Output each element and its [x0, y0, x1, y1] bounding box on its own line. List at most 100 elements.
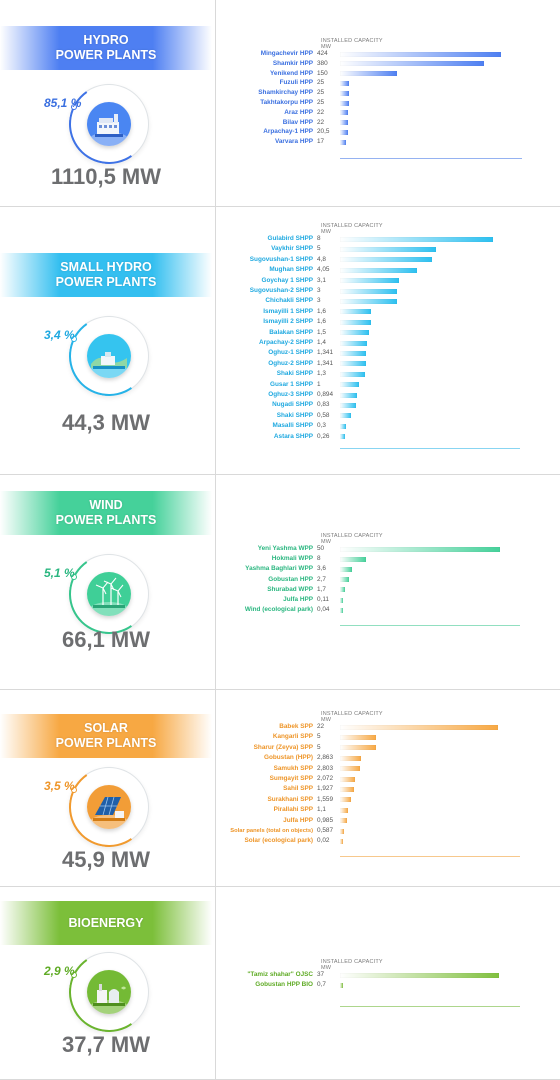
hydro-value-label: 380 [317, 59, 328, 67]
small-hydro-value-label: 4,05 [317, 266, 330, 274]
solar-bar [340, 776, 355, 782]
wind-banner: WIND POWER PLANTS [0, 491, 212, 535]
hydro-category-label: Araz HPP [284, 108, 313, 116]
small-hydro-value-label: 0,58 [317, 411, 330, 419]
small-hydro-total-capacity: 44,3 MW [61, 410, 151, 435]
small-hydro-bar [340, 330, 369, 336]
small-hydro-ring-dot [71, 336, 77, 342]
small-hydro-bar [340, 382, 360, 388]
small-hydro-chart-row: Oghuz-2 SHPP 1,341 [216, 360, 556, 368]
small-hydro-category-label: Chichakli SHPP [265, 297, 313, 305]
small-hydro-value-label: 3,1 [317, 276, 326, 284]
small-hydro-value-label: 1,341 [317, 349, 333, 357]
small-hydro-category-label: Oghuz-3 SHPP [268, 391, 313, 398]
hydro-chart-row: Shamkirchay HPP 25 [216, 89, 556, 97]
small-hydro-category-label: Sugovushan-2 SHPP [249, 287, 313, 294]
solar-bar [340, 838, 343, 844]
solar-bar [340, 807, 348, 813]
wind-category-label: Yeni Yashma WPP [257, 545, 313, 552]
bioenergy-chart-row: "Tamiz shahar" OJSC 37 [216, 971, 556, 979]
hydro-category-label: Varvara HPP [274, 138, 313, 146]
hydro-value-label: 22 [317, 108, 325, 116]
section-small-hydro: SMALL HYDRO POWER PLANTS 3,4 % 44,3 MW INSTA… [0, 207, 560, 475]
wind-chart: INSTALLED CAPACITY MW Yeni Yashma WPP 50 Hok… [216, 533, 556, 690]
small-hydro-banner-line: POWER PLANTS [55, 275, 157, 289]
small-hydro-category-label: Gulabird SHPP [267, 235, 313, 242]
small-hydro-category-label: Masalli SHPP [272, 422, 314, 430]
small-hydro-value-label: 1,5 [317, 328, 326, 336]
small-hydro-category-label: Mughan SHPP [269, 266, 313, 274]
wind-value-label: 8 [317, 555, 321, 563]
hydro-chart: INSTALLED CAPACITY MW Mingachevir HPP 424 Sh… [216, 38, 556, 207]
hydro-bar [340, 51, 501, 57]
wind-chart-title: INSTALLED CAPACITY [321, 533, 383, 539]
small-hydro-value-label: 1,3 [317, 370, 326, 378]
solar-total-capacity: 45,9 MW [61, 847, 151, 872]
solar-bar [340, 797, 352, 803]
hydro-category-label: Shamkirchay HPP [258, 89, 313, 97]
wind-total-capacity: 66,1 MW [61, 627, 151, 652]
solar-bar [340, 755, 361, 761]
hydro-total-capacity: 1110,5 MW [50, 164, 162, 189]
small-hydro-value-label: 1 [317, 380, 321, 388]
small-hydro-plant-icon [87, 334, 131, 378]
solar-chart-unit: MW [321, 717, 332, 723]
hydro-banner: HYDRO POWER PLANTS [0, 26, 212, 70]
solar-category-label: Kangarli SPP [272, 733, 313, 741]
solar-chart-row: Pirallahi SPP 1,1 [216, 806, 556, 814]
bioenergy-plant-icon [87, 970, 131, 1014]
solar-category-label: Solar (ecological park) [244, 837, 313, 845]
hydro-chart-row: Takhtakorpu HPP 25 [216, 99, 556, 107]
section-hydro: HYDRO POWER PLANTS 85,1 % 1110,5 MW INSTALLE… [0, 0, 560, 207]
solar-panel-icon [87, 785, 131, 829]
small-hydro-bar [340, 350, 366, 356]
small-hydro-chart-row: Ismayilli 1 SHPP 1,6 [216, 308, 556, 316]
small-hydro-chart-row: Mughan SHPP 4,05 [216, 266, 556, 274]
hydro-category-label: Bilav HPP [282, 118, 313, 126]
hydro-value-label: 25 [317, 79, 325, 87]
small-hydro-bar [340, 340, 367, 346]
hydro-ring-dot [71, 104, 77, 110]
small-hydro-chart-row: Oghuz-3 SHPP 0,894 [216, 391, 556, 399]
hydro-value-label: 17 [317, 138, 325, 146]
hydro-bar [340, 61, 484, 67]
section-wind: WIND POWER PLANTS 5,1 % 66,1 MW INSTALLED CA… [0, 475, 560, 690]
wind-category-label: Yashma Baghlari WPP [245, 565, 313, 573]
solar-chart-row: Solar (ecological park) 0,02 [216, 837, 556, 845]
solar-chart-row: Solar panels (total on objects) 0,587 [216, 827, 556, 835]
solar-value-label: 5 [317, 743, 321, 751]
solar-percent: 3,5 % [44, 779, 75, 793]
small-hydro-chart-unit: MW [321, 229, 332, 235]
solar-chart-row: Sahil SPP 1,927 [216, 785, 556, 793]
small-hydro-percent: 3,4 % [44, 328, 75, 342]
wind-value-label: 50 [317, 545, 325, 552]
solar-value-label: 0,985 [317, 816, 333, 824]
wind-chart-row: Yashma Baghlari WPP 3,6 [216, 565, 556, 573]
small-hydro-chart-row: Gusar 1 SHPP 1 [216, 381, 556, 389]
solar-chart-row: Babek SPP 22 [216, 723, 556, 731]
bioenergy-percent: 2,9 % [44, 964, 75, 978]
small-hydro-value-label: 0,894 [317, 391, 333, 398]
small-hydro-chart-row: Gulabird SHPP 8 [216, 235, 556, 243]
hydro-bar [340, 90, 350, 96]
hydro-bar [340, 110, 349, 116]
wind-bar [340, 546, 500, 552]
small-hydro-bar [340, 371, 365, 377]
small-hydro-chart-row: Shaki SHPP 0,58 [216, 412, 556, 420]
bioenergy-chart-row: Gobustan HPP BIO 0,7 [216, 981, 556, 989]
wind-chart-row: Shurabad WPP 1,7 [216, 586, 556, 594]
wind-value-label: 0,11 [317, 596, 329, 603]
small-hydro-category-label: Arpachay-2 SHPP [259, 339, 313, 346]
small-hydro-category-label: Gusar 1 SHPP [270, 380, 313, 388]
hydro-chart-row: Araz HPP 22 [216, 109, 556, 117]
solar-chart-row: Sumgayit SPP 2,072 [216, 775, 556, 783]
wind-bar [340, 566, 352, 572]
hydro-chart-unit: MW [321, 44, 332, 50]
small-hydro-x-axis [340, 448, 520, 449]
solar-value-label: 2,072 [317, 775, 333, 782]
bioenergy-chart-unit: MW [321, 965, 332, 971]
solar-bar [340, 828, 345, 834]
small-hydro-bar [340, 361, 366, 367]
small-hydro-value-label: 1,6 [317, 307, 326, 315]
